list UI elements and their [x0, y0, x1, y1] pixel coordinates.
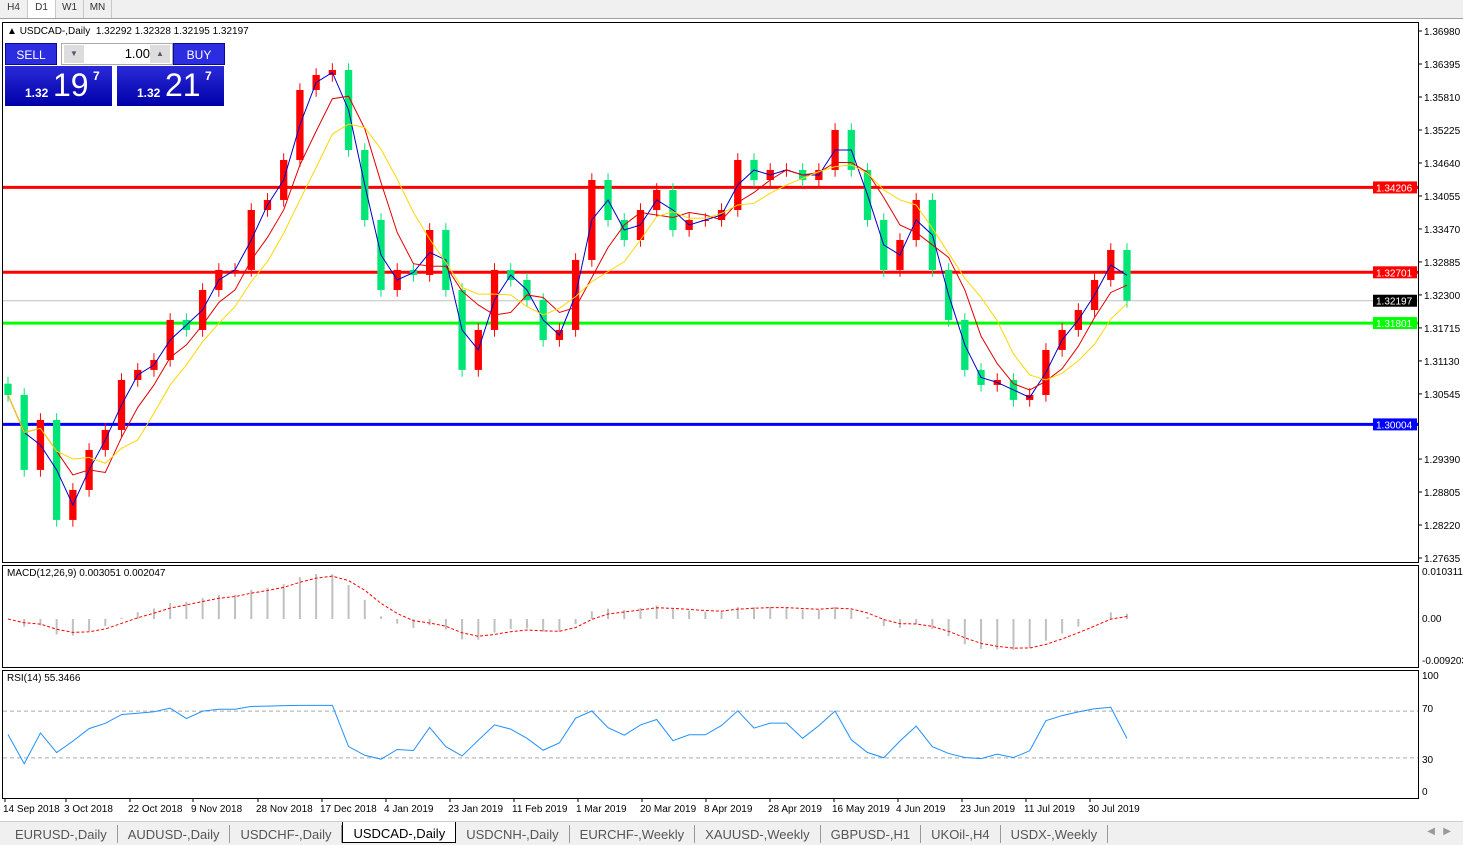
one-click-trading-panel: SELL ▼ 1.00 ▲ BUY 1.32 19 7 1.32 21 7	[5, 42, 225, 107]
x-tick-label: 20 Mar 2019	[640, 804, 697, 815]
x-tick-label: 3 Oct 2018	[64, 804, 113, 815]
y-tick-label: 1.28805	[1424, 488, 1461, 499]
level-price-label: 1.34206	[1376, 183, 1413, 194]
chart-tab[interactable]: EURCHF-,Weekly	[570, 825, 696, 843]
timeframe-mn[interactable]: MN	[84, 0, 112, 18]
macd-zero-tick: 0.00	[1422, 614, 1442, 625]
chart-tab[interactable]: XAUUSD-,Weekly	[695, 825, 821, 843]
y-tick-label: 1.36395	[1424, 60, 1461, 71]
y-tick-label: 1.28220	[1424, 521, 1461, 532]
chart-tabs: EURUSD-,Daily AUDUSD-,Daily USDCHF-,Daily U…	[0, 821, 1463, 845]
x-tick-label: 8 Apr 2019	[704, 804, 753, 815]
macd-label: MACD(12,26,9) 0.003051 0.002047	[7, 568, 166, 579]
level-price-label: 1.31801	[1376, 319, 1413, 330]
y-tick-label: 1.31130	[1424, 357, 1460, 368]
y-tick-label: 1.34640	[1424, 159, 1461, 170]
chart-tab[interactable]: USDCHF-,Daily	[230, 825, 343, 843]
sell-price-pips: 19	[53, 67, 89, 103]
y-tick-label: 1.27635	[1424, 554, 1461, 565]
x-tick-label: 23 Jan 2019	[448, 804, 503, 815]
macd-signal-line	[7, 575, 1128, 649]
rsi-line	[7, 704, 1128, 765]
chart-header: ▲ USDCAD-,Daily 1.32292 1.32328 1.32195 …	[7, 26, 249, 37]
sell-price[interactable]: 1.32 19 7	[5, 66, 112, 106]
level-price-tag	[1373, 266, 1417, 279]
x-tick-label: 17 Dec 2018	[320, 804, 377, 815]
sell-button[interactable]: SELL	[5, 43, 57, 65]
y-tick-label: 1.34055	[1424, 192, 1461, 203]
rsi-pane-border	[2, 670, 1419, 799]
level-price-tag	[1373, 418, 1417, 431]
sell-price-fraction: 7	[93, 69, 100, 83]
x-tick-label: 9 Nov 2018	[191, 804, 243, 815]
current-price-label: 1.32197	[1376, 297, 1413, 308]
timeframe-h4[interactable]: H4	[0, 0, 28, 18]
x-tick-label: 22 Oct 2018	[128, 804, 183, 815]
y-tick-label: 1.30545	[1424, 390, 1461, 401]
symbol-label: USDCAD-,Daily	[19, 26, 91, 37]
x-tick-label: 14 Sep 2018	[3, 804, 60, 815]
ma-fast-line	[7, 71, 1128, 507]
level-price-label: 1.32701	[1376, 268, 1413, 279]
timeframe-toolbar: H4 D1 W1 MN	[0, 0, 1463, 19]
main-pane-border	[2, 22, 1419, 563]
x-tick-label: 11 Feb 2019	[512, 804, 568, 815]
x-tick-label: 23 Jun 2019	[960, 804, 1015, 815]
x-tick-label: 11 Jul 2019	[1024, 804, 1075, 815]
lot-value[interactable]: 1.00	[124, 46, 150, 61]
y-tick-label: 1.29390	[1424, 455, 1461, 466]
level-price-tag	[1373, 317, 1417, 330]
ma-mid-line	[7, 95, 1128, 476]
macd-top-tick: 0.010311	[1422, 567, 1463, 578]
macd-pane-border	[2, 565, 1419, 668]
level-price-label: 1.30004	[1376, 420, 1413, 431]
ohlc-values: 1.32292 1.32328 1.32195 1.32197	[95, 26, 249, 37]
buy-price-pips: 21	[165, 67, 201, 103]
sell-price-prefix: 1.32	[25, 86, 49, 100]
chart-tab[interactable]: AUDUSD-,Daily	[118, 825, 231, 843]
x-tick-label: 1 Mar 2019	[576, 804, 627, 815]
buy-button[interactable]: BUY	[173, 43, 225, 65]
y-tick-label: 1.35810	[1424, 93, 1461, 104]
y-tick-label: 1.35225	[1424, 126, 1461, 137]
timeframe-d1[interactable]: D1	[28, 0, 56, 18]
x-tick-label: 16 May 2019	[832, 804, 890, 815]
y-tick-label: 1.33470	[1424, 225, 1461, 236]
x-tick-label: 4 Jun 2019	[896, 804, 946, 815]
rsi-tick-0: 0	[1422, 787, 1428, 798]
chart-tab[interactable]: USDX-,Weekly	[1001, 825, 1109, 843]
rsi-tick-100: 100	[1422, 671, 1439, 682]
x-tick-label: 28 Apr 2019	[768, 804, 822, 815]
lot-size-input[interactable]: ▼ 1.00 ▲	[61, 43, 173, 65]
lot-decrease-icon[interactable]: ▼	[64, 45, 84, 63]
chart-tab[interactable]: USDCNH-,Daily	[456, 825, 570, 843]
chart-tab[interactable]: USDCAD-,Daily	[342, 822, 457, 843]
x-tick-label: 28 Nov 2018	[256, 804, 313, 815]
y-tick-label: 1.36980	[1424, 27, 1461, 38]
timeframe-w1[interactable]: W1	[56, 0, 84, 18]
rsi-tick-30: 30	[1422, 755, 1434, 766]
lot-increase-icon[interactable]: ▲	[150, 45, 170, 63]
x-tick-label: 30 Jul 2019	[1088, 804, 1140, 815]
chart-tab[interactable]: GBPUSD-,H1	[821, 825, 922, 843]
level-price-tag	[1373, 181, 1417, 194]
x-tick-label: 4 Jan 2019	[384, 804, 434, 815]
rsi-label: RSI(14) 55.3466	[7, 673, 81, 684]
tab-scroll-arrows-icon[interactable]: ◀ ▶	[1427, 826, 1451, 837]
chart-tab[interactable]: EURUSD-,Daily	[5, 825, 118, 843]
rsi-tick-70: 70	[1422, 704, 1434, 715]
buy-price[interactable]: 1.32 21 7	[117, 66, 224, 106]
current-price-tag	[1373, 294, 1417, 307]
candle-body	[4, 383, 12, 395]
macd-bottom-tick: -0.009203	[1422, 656, 1463, 667]
y-tick-label: 1.32885	[1424, 258, 1461, 269]
buy-price-prefix: 1.32	[137, 86, 161, 100]
price-chart[interactable]: 1.36980 1.36395 1.35810 1.35225 1.34640 1.340…	[0, 20, 1463, 820]
y-tick-label: 1.32300	[1424, 291, 1461, 302]
buy-price-fraction: 7	[205, 69, 212, 83]
y-tick-label: 1.31715	[1424, 324, 1461, 335]
chart-tab[interactable]: UKOil-,H4	[921, 825, 1001, 843]
ma-slow-line	[7, 123, 1128, 464]
